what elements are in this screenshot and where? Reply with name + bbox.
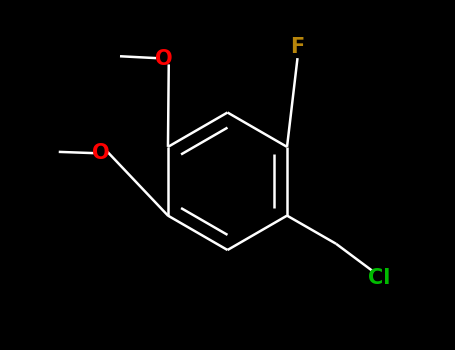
Text: O: O (92, 143, 110, 163)
Text: Cl: Cl (368, 268, 390, 288)
Text: F: F (290, 37, 305, 57)
Text: O: O (155, 49, 172, 69)
